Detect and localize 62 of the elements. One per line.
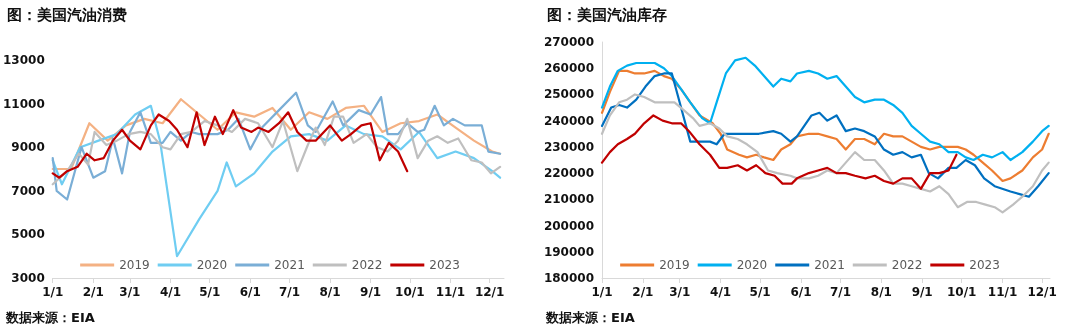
y-tick-label: 190000 [543,244,594,259]
x-tick-label: 2/1 [632,285,654,299]
x-tick-label: 7/1 [278,285,301,299]
x-tick-label: 7/1 [829,285,852,299]
y-tick-label: 3000 [11,271,45,285]
y-tick-label: 9000 [11,140,45,155]
y-tick-label: 210000 [543,192,594,207]
line-series [600,93,1050,214]
line-series [51,109,409,179]
x-tick-label: 3/1 [119,285,141,299]
line-series [600,56,1050,162]
legend-label: 2023 [969,258,1000,272]
x-tick-label: 8/1 [319,285,341,299]
x-tick-label: 5/1 [749,285,771,299]
x-tick-label: 1/1 [42,285,64,299]
x-tick-label: 12/1 [474,285,505,299]
legend-label: 2021 [814,258,845,272]
legend-label: 2019 [659,258,690,272]
legend-label: 2019 [119,258,150,272]
x-tick-label: 6/1 [239,285,261,299]
line-series [51,115,502,186]
line-series [600,114,958,190]
chart-title: 图：美国汽油消费 [7,5,127,24]
y-tick-label: 13000 [3,53,45,67]
chart-title: 图：美国汽油库存 [547,5,667,24]
y-tick-label: 180000 [543,271,594,285]
x-tick-label: 12/1 [1027,285,1057,299]
legend-label: 2021 [274,258,305,272]
x-tick-label: 9/1 [360,285,382,299]
x-tick-label: 1/1 [591,285,613,299]
line-series [51,91,502,201]
x-tick-label: 5/1 [199,285,221,299]
x-tick-label: 3/1 [669,285,691,299]
y-tick-label: 5000 [11,227,45,242]
legend-label: 2020 [736,258,768,272]
legend-label: 2020 [196,258,228,272]
x-tick-label: 4/1 [159,285,182,299]
source-note: 数据来源：EIA [545,310,635,325]
x-tick-label: 4/1 [710,285,732,299]
y-tick-label: 240000 [543,113,594,128]
x-tick-label: 8/1 [870,285,892,299]
legend-label: 2022 [351,258,383,272]
line-series [51,104,502,258]
x-tick-label: 2/1 [82,285,104,299]
x-tick-label: 11/1 [435,285,466,299]
x-tick-label: 6/1 [790,285,812,299]
x-tick-label: 10/1 [395,285,425,299]
x-tick-label: 11/1 [987,285,1018,299]
line-series [51,98,502,171]
y-tick-label: 270000 [543,35,594,49]
x-tick-label: 10/1 [947,285,977,299]
x-tick-label: 9/1 [911,285,933,299]
y-tick-label: 7000 [11,183,45,198]
y-tick-label: 260000 [543,61,594,76]
y-tick-label: 220000 [543,166,594,181]
legend-label: 2023 [429,258,460,272]
legend-label: 2022 [891,258,923,272]
y-tick-label: 230000 [543,139,594,154]
y-tick-label: 11000 [3,96,45,111]
source-note: 数据来源：EIA [5,310,95,325]
y-tick-label: 250000 [543,87,594,102]
y-tick-label: 200000 [543,218,594,233]
